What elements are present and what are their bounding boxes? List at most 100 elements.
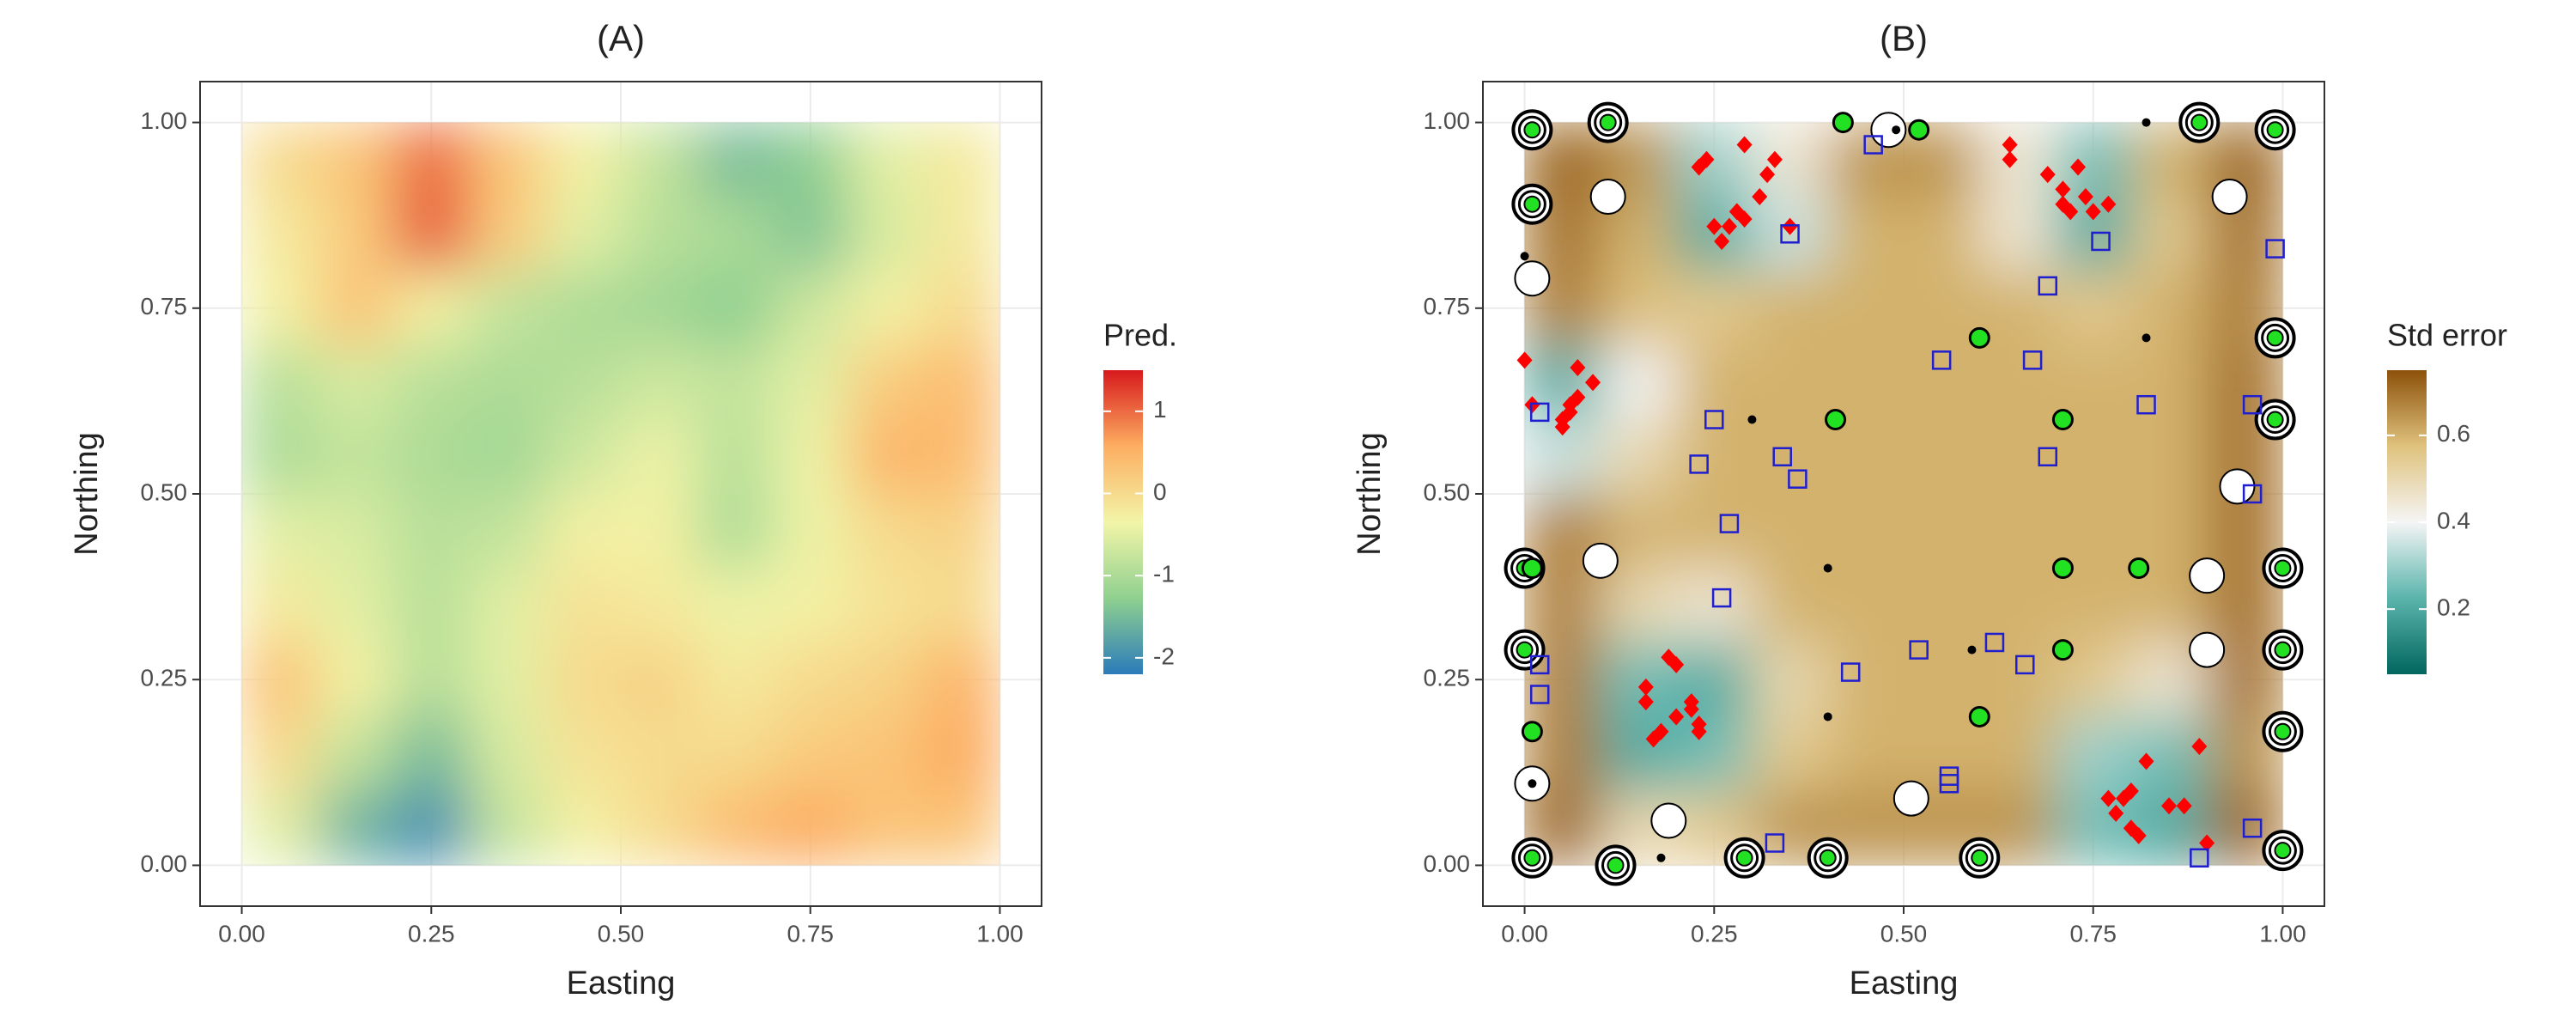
site-ringed [2254, 109, 2296, 151]
raster-cell [621, 716, 697, 792]
site-ringed [2262, 547, 2304, 589]
site-green [1521, 721, 1543, 743]
site-red [2085, 203, 2101, 221]
site-black [1823, 712, 1832, 721]
site-ringed [2254, 399, 2296, 441]
raster-cell [2130, 197, 2208, 272]
site-red [1668, 655, 1685, 673]
site-blue [1765, 833, 1785, 853]
legend-title: Std error [2387, 318, 2507, 353]
raster-cell [1676, 716, 1753, 792]
raster-cell [1904, 716, 1980, 792]
raster-cell [393, 642, 470, 717]
site-white [2189, 557, 2226, 594]
ring-dot [1516, 641, 1534, 659]
raster-cell [1979, 568, 2057, 643]
raster-cell [924, 568, 1000, 643]
site-blue [1711, 588, 1732, 608]
legend-title: Pred. [1103, 318, 1177, 353]
raster-cell [621, 790, 697, 866]
raster-cell [544, 271, 622, 346]
raster-cell [241, 122, 319, 198]
site-white [1582, 542, 1619, 579]
raster-cell [848, 642, 925, 717]
site-blue [1984, 632, 2005, 653]
site-green [1908, 119, 1930, 141]
site-red [2070, 158, 2087, 176]
site-green [1825, 409, 1847, 431]
panel: 0.00 0.25 0.50 0.75 1.00 0.00 0.25 0.50 0.75 1.00… [1352, 18, 2507, 1002]
y-tick-label: 0.25 [141, 665, 188, 691]
raster-cell [2055, 345, 2132, 421]
x-tick-label: 1.00 [976, 920, 1024, 947]
raster-cell [393, 345, 470, 421]
site-red [1637, 678, 1654, 696]
site-red [2191, 738, 2208, 756]
site-red [2161, 797, 2178, 815]
raster-cell [848, 494, 925, 569]
plot-title: (B) [1880, 18, 1928, 58]
raster-cell [848, 419, 925, 495]
ring-dot [2274, 722, 2292, 740]
site-blue [1529, 654, 1550, 675]
site-blue [1788, 469, 1807, 489]
raster-cell [469, 197, 546, 272]
raster-cell [317, 494, 394, 569]
site-red [2123, 782, 2139, 800]
raster-cell [2055, 122, 2132, 198]
raster-cell [924, 419, 1000, 495]
site-blue [2015, 654, 2035, 675]
y-tick-label: 0.75 [1424, 293, 1471, 320]
site-red [2199, 834, 2215, 852]
ring-dot [2266, 121, 2284, 139]
colorbar-label: -2 [1153, 642, 1175, 669]
site-blue [1909, 640, 1929, 660]
raster-cell [393, 197, 470, 272]
raster-cell [1979, 419, 2057, 495]
raster-cell [317, 716, 394, 792]
raster-cell [1979, 494, 2057, 569]
site-red [2100, 195, 2117, 213]
site-red [1766, 150, 1783, 168]
raster-cell [696, 790, 774, 866]
x-tick-label: 0.75 [2069, 920, 2117, 947]
raster-cell [2130, 494, 2208, 569]
site-red [1721, 217, 1737, 235]
raster-cell [544, 790, 622, 866]
raster-cell [2130, 419, 2208, 495]
site-black [1528, 779, 1537, 788]
raster-cell [241, 568, 319, 643]
y-axis-title: Northing [1352, 432, 1388, 556]
raster-cell [469, 345, 546, 421]
raster-cell [772, 419, 849, 495]
site-blue [1931, 350, 1952, 370]
raster-cell [772, 790, 849, 866]
site-ringed [2178, 101, 2221, 143]
y-tick-label: 0.75 [141, 293, 188, 320]
raster-cell [469, 716, 546, 792]
y-tick-label: 1.00 [141, 107, 188, 134]
raster-cell [1600, 345, 1677, 421]
raster-cell [393, 790, 470, 866]
raster-cell [1752, 494, 1829, 569]
raster-cell [469, 271, 546, 346]
raster-cell [696, 642, 774, 717]
site-blue [1529, 402, 1550, 423]
raster-cell [1827, 345, 1905, 421]
raster-cell [1600, 419, 1677, 495]
site-blue [1719, 514, 1740, 533]
raster-cell [393, 419, 470, 495]
site-red [1570, 388, 1586, 406]
raster-cell [696, 716, 774, 792]
raster-cell [317, 271, 394, 346]
raster-cell [317, 790, 394, 866]
site-blue [1939, 774, 1959, 794]
x-tick-label: 0.50 [1880, 920, 1928, 947]
site-red [2138, 752, 2154, 770]
site-blue [2190, 848, 2209, 868]
site-red [1683, 700, 1699, 718]
site-blue [2022, 350, 2043, 370]
raster-cell [1904, 494, 1980, 569]
raster-cell [1979, 122, 2057, 198]
raster-cell [317, 345, 394, 421]
